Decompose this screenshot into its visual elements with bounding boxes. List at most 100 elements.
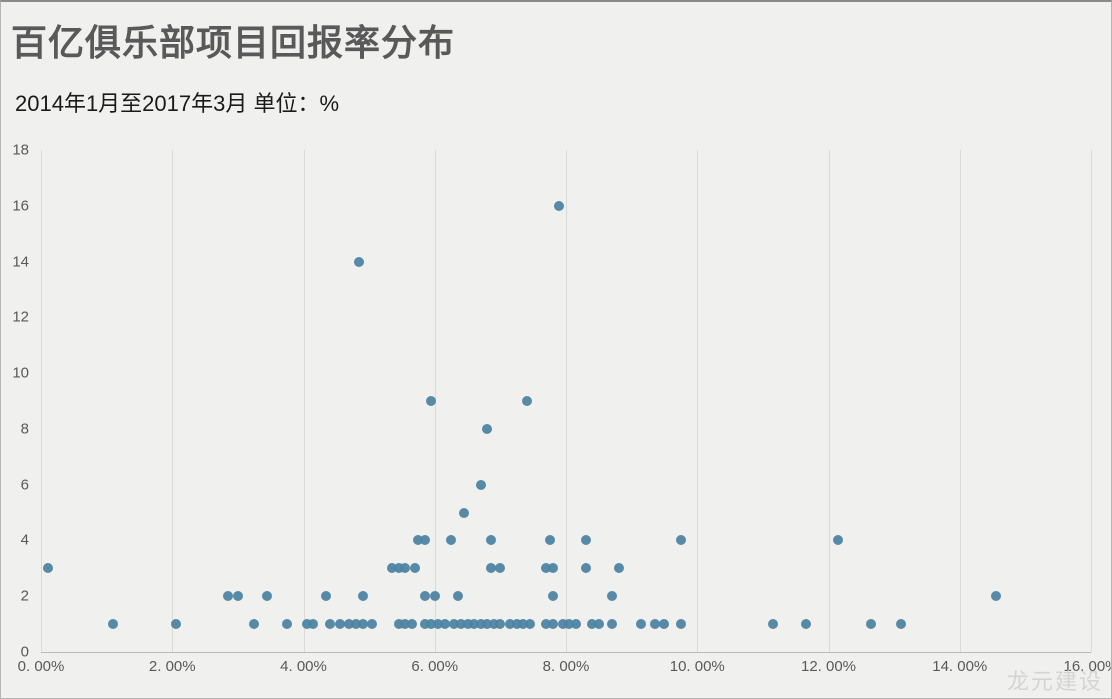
scatter-point [636, 619, 647, 630]
scatter-point [505, 619, 516, 630]
x-axis-tick-label: 14. 00% [932, 658, 988, 675]
x-axis: 0. 00% 2. 00% 4. 00% 6. 00% 8. 00% 10. 00% 12.… [18, 658, 1111, 680]
scatter-point [413, 535, 424, 546]
scatter-point [301, 619, 312, 630]
scatter-point [593, 619, 604, 630]
scatter-point [675, 535, 686, 546]
scatter-point [649, 619, 660, 630]
y-axis-tick-label: 4 [20, 531, 29, 549]
scatter-point [439, 619, 450, 630]
scatter-point [406, 619, 417, 630]
scatter-point [606, 619, 617, 630]
vertical-gridline [303, 150, 305, 652]
scatter-point [767, 619, 778, 630]
scatter-point [580, 563, 591, 574]
vertical-gridline [959, 150, 961, 652]
vertical-gridline [41, 150, 42, 652]
scatter-point [554, 200, 565, 211]
scatter-point [108, 619, 119, 630]
scatter-point [324, 619, 335, 630]
vertical-gridline [697, 150, 699, 652]
scatter-point [459, 507, 470, 518]
scatter-point [544, 535, 555, 546]
scatter-point [511, 619, 522, 630]
vertical-gridline [828, 150, 830, 652]
scatter-point [400, 563, 411, 574]
y-axis-tick-label: 18 [12, 141, 29, 159]
scatter-point [393, 563, 404, 574]
scatter-point [42, 563, 53, 574]
scatter-point [262, 591, 273, 602]
x-axis-tick-label: 4. 00% [280, 658, 327, 675]
scatter-point [351, 619, 361, 630]
y-axis-tick-label: 2 [20, 587, 29, 605]
scatter-point [518, 619, 529, 630]
vertical-gridline [1091, 150, 1092, 652]
scatter-point [456, 619, 466, 630]
scatter-point [249, 619, 260, 630]
scatter-point [223, 591, 234, 602]
scatter-point [541, 563, 552, 574]
scatter-point [800, 619, 811, 630]
scatter-point [344, 619, 355, 630]
scatter-point [570, 619, 581, 630]
scatter-point [866, 619, 877, 630]
scatter-point [485, 563, 496, 574]
scatter-point [659, 619, 670, 630]
chart-title: 百亿俱乐部项目回报率分布 [11, 22, 456, 63]
scatter-point [232, 591, 243, 602]
x-axis-tick-label: 6. 00% [411, 658, 459, 675]
scatter-point [475, 479, 486, 490]
scatter-point [495, 619, 506, 630]
vertical-gridline [566, 150, 567, 652]
y-axis-tick-label: 6 [20, 476, 29, 494]
scatter-point [433, 619, 444, 630]
y-axis-tick-label: 0 [20, 643, 29, 661]
y-axis-tick-label: 10 [12, 364, 29, 382]
scatter-point [410, 563, 421, 574]
scatter-point [469, 619, 480, 630]
scatter-point [452, 591, 463, 602]
scatter-point [449, 619, 460, 630]
scatter-point [895, 619, 906, 630]
y-axis-tick-label: 14 [12, 253, 29, 271]
scatter-point [419, 619, 430, 630]
scatter-point [387, 563, 398, 574]
plot-area [41, 150, 1092, 653]
x-axis-tick-label: 2. 00% [148, 658, 196, 675]
scatter-point [833, 535, 844, 546]
scatter-point [482, 423, 493, 434]
x-axis-tick-label: 8. 00% [542, 658, 590, 675]
scatter-point [990, 591, 1001, 602]
scatter-point [606, 591, 617, 602]
scatter-point [462, 619, 473, 630]
scatter-point [419, 591, 430, 602]
x-axis-tick-label: 10. 00% [669, 658, 725, 675]
scatter-point [485, 535, 496, 546]
watermark: 龙元建设 [1006, 669, 1103, 694]
scatter-point [564, 619, 575, 630]
scatter-point [524, 619, 535, 630]
scatter-point [426, 619, 437, 630]
scatter-point [547, 563, 558, 574]
scatter-point [426, 396, 437, 406]
scatter-point [367, 619, 378, 630]
scatter-point [547, 591, 558, 602]
scatter-point [482, 619, 493, 630]
scatter-point [308, 619, 319, 630]
scatter-point [419, 535, 430, 546]
scatter-point [393, 619, 404, 630]
scatter-point [547, 619, 558, 630]
scatter-point [446, 535, 457, 546]
scatter-point [521, 396, 532, 406]
y-axis-tick-label: 16 [12, 197, 29, 215]
chart-subtitle: 2014年1月至2017年3月 单位：% [15, 91, 340, 116]
scatter-point [488, 619, 499, 630]
vertical-gridline [172, 150, 174, 652]
y-axis-tick-label: 12 [12, 308, 29, 326]
scatter-point [675, 619, 686, 630]
x-axis-tick-label: 0. 00% [17, 658, 65, 675]
scatter-point [475, 619, 486, 630]
scatter-point [495, 563, 506, 574]
